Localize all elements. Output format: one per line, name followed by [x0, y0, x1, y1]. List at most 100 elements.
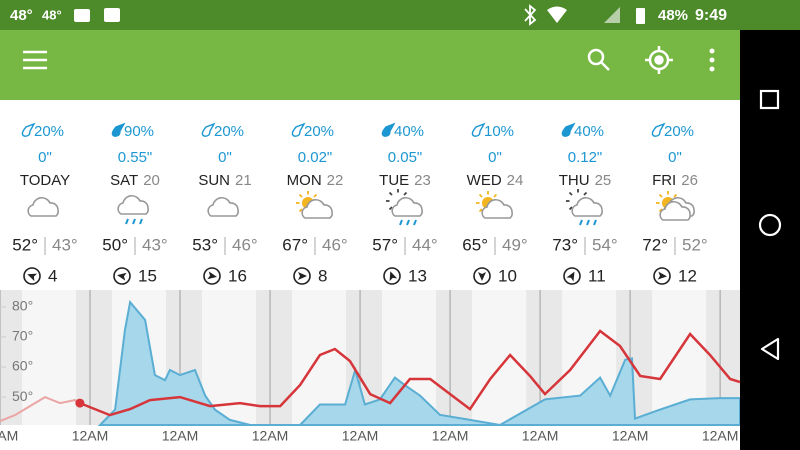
search-button[interactable] — [587, 48, 610, 71]
battery-level: 48% — [658, 7, 688, 24]
cloud — [301, 199, 333, 219]
wind-speed: 10 — [498, 266, 517, 285]
day-label: FRI 26 — [652, 172, 698, 189]
sun-ray — [388, 206, 393, 211]
day-columns: 20% 0" TODAY 52° 43° 4 90% 0.55" SAT 20 50° 43° 15 20… — [12, 122, 708, 285]
precip-chance: 20% — [304, 123, 334, 140]
sun-ray — [568, 206, 573, 211]
high-temp: 57° — [372, 235, 398, 254]
day-date: 22 — [327, 172, 344, 189]
high-temp: 72° — [642, 235, 668, 254]
recents-button[interactable] — [759, 89, 780, 110]
precip-chance: 40% — [574, 123, 604, 140]
day-name: TODAY — [20, 172, 70, 189]
precip-amount: 0" — [218, 149, 232, 166]
sun-ray — [298, 208, 303, 213]
low-temp: 43° — [52, 235, 78, 254]
cloud — [571, 197, 603, 217]
rain-drop — [132, 218, 136, 225]
sun-ray — [388, 191, 393, 196]
wifi-icon — [547, 6, 567, 23]
cloud — [391, 197, 423, 217]
precip-chance: 10% — [484, 123, 514, 140]
location-button[interactable] — [645, 46, 673, 74]
cloud — [207, 197, 239, 217]
high-temp: 50° — [102, 235, 128, 254]
x-tick-label: 12AM — [0, 428, 18, 444]
precip-amount: 0" — [668, 149, 682, 166]
x-tick-label: 12AM — [432, 428, 469, 444]
sun-ray — [658, 193, 663, 198]
cloud — [481, 199, 513, 219]
wind-icon — [653, 267, 671, 285]
sun-ray — [478, 208, 483, 213]
precip-amount: 0.02" — [298, 149, 333, 166]
precip-chance: 20% — [664, 123, 694, 140]
menu-button[interactable] — [23, 50, 47, 70]
battery-icon — [636, 8, 645, 24]
home-button[interactable] — [758, 213, 782, 237]
day-label: SAT 20 — [110, 172, 160, 189]
current-point — [75, 398, 85, 408]
back-button[interactable] — [760, 337, 780, 361]
wind-speed: 4 — [48, 266, 57, 285]
past-temperature-line — [0, 395, 81, 423]
rain-drop — [593, 219, 597, 226]
day-column: 20% 0.02" MON 22 67° 46° 8 — [282, 122, 348, 285]
low-temp: 52° — [682, 235, 708, 254]
rain-drop — [406, 219, 410, 226]
high-temp: 73° — [552, 235, 578, 254]
day-name: FRI — [652, 172, 676, 189]
wind-speed: 11 — [588, 266, 606, 285]
high-temp: 65° — [462, 235, 488, 254]
night-band — [256, 290, 293, 425]
status-icon — [74, 9, 90, 22]
wind-icon — [473, 267, 491, 285]
precip-amount: 0.55" — [118, 149, 153, 166]
signal-icon — [604, 7, 620, 23]
night-band — [436, 290, 473, 425]
wind-icon — [113, 267, 131, 285]
status-temp: 48° — [10, 7, 33, 24]
x-tick-label: 12AM — [162, 428, 199, 444]
wind-arrow — [298, 272, 307, 280]
cloud — [117, 195, 149, 215]
sun-ray — [583, 191, 588, 196]
precip-chance: 20% — [34, 123, 64, 140]
sun-ray — [313, 193, 318, 198]
sun-ray — [658, 208, 663, 213]
day-label: THU 25 — [559, 172, 612, 189]
high-temp: 67° — [282, 235, 308, 254]
rain-drop — [139, 218, 143, 225]
day-label: TODAY — [20, 172, 70, 189]
wind-arrow — [566, 271, 575, 282]
day-column: 40% 0.12" THU 25 73° 54° 11 — [552, 122, 618, 285]
day-name: THU — [559, 172, 590, 189]
overflow-button[interactable] — [709, 48, 715, 72]
cloud — [27, 197, 59, 217]
y-tick-label: 80° — [12, 298, 33, 314]
day-name: MON — [287, 172, 322, 189]
precip-amount: 0" — [488, 149, 502, 166]
status-bar — [0, 0, 800, 30]
drop-icon — [381, 122, 396, 137]
day-date: 21 — [235, 172, 252, 189]
day-date: 26 — [681, 172, 698, 189]
sun-ray — [298, 193, 303, 198]
wind-icon — [293, 267, 311, 285]
y-tick-label: 50° — [12, 388, 33, 404]
night-band — [0, 290, 22, 425]
sun-ray — [493, 193, 498, 198]
sun-ray — [568, 191, 573, 196]
day-name: SUN — [198, 172, 230, 189]
drop-icon — [21, 122, 36, 137]
sun-ray — [673, 193, 678, 198]
status-temp: 48° — [42, 7, 62, 22]
low-temp: 46° — [232, 235, 258, 254]
precip-amount: 0.05" — [388, 149, 423, 166]
drop-icon — [111, 122, 126, 137]
day-column: 40% 0.05" TUE 23 57° 44° 13 — [372, 122, 438, 285]
y-tick-label: 70° — [12, 328, 33, 344]
day-date: 25 — [595, 172, 612, 189]
drop-icon — [561, 122, 576, 137]
